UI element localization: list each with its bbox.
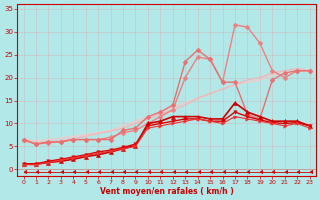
X-axis label: Vent moyen/en rafales ( km/h ): Vent moyen/en rafales ( km/h ) bbox=[100, 187, 234, 196]
